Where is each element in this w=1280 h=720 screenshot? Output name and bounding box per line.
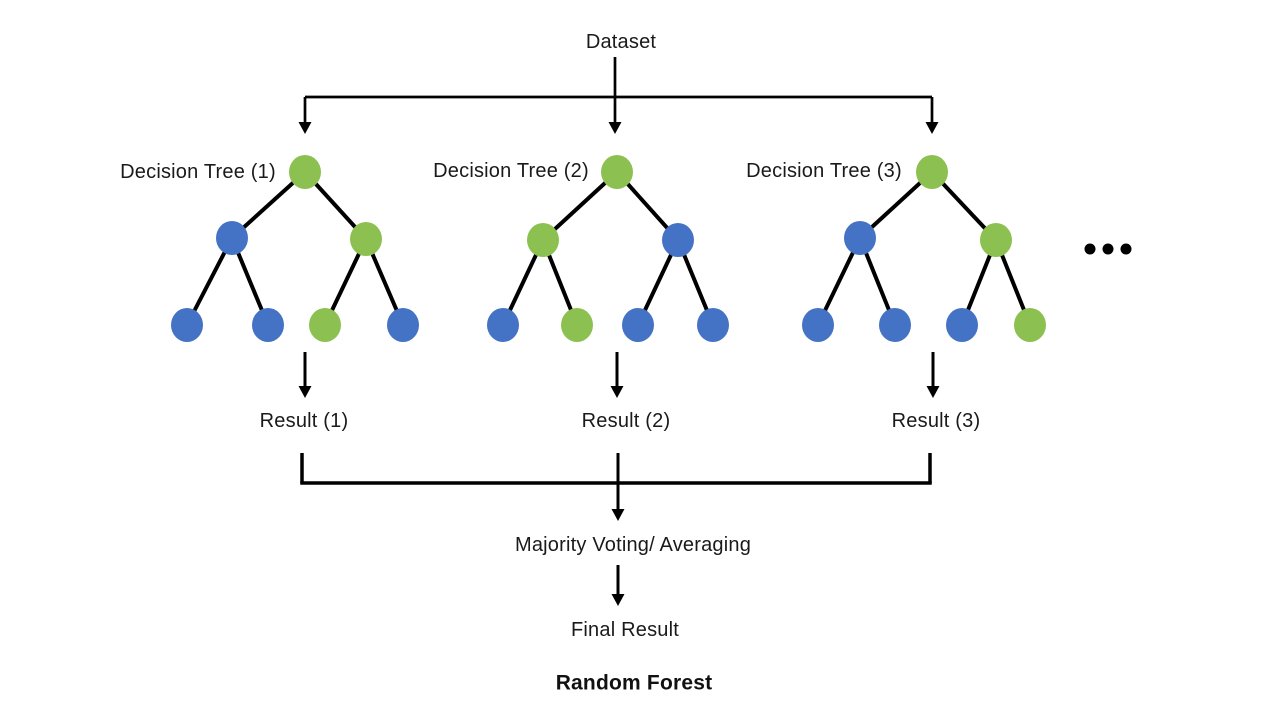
tree-3-node-4-blue	[879, 308, 911, 342]
tree-1-node-5-green	[309, 308, 341, 342]
merge-center-arrow-head-icon	[611, 509, 625, 521]
tree-2-node-1-green	[527, 223, 559, 257]
tree-3-result-arrow-head-icon	[926, 386, 940, 398]
tree-3-node-1-blue	[844, 221, 876, 255]
decision-tree-3-label: Decision Tree (3)	[746, 160, 902, 182]
tree-2-node-0-green	[601, 155, 633, 189]
tree-2-node-6-blue	[697, 308, 729, 342]
tree-1-result-arrow-head-icon	[298, 386, 312, 398]
result-3-label: Result (3)	[891, 410, 981, 432]
tree-2-edge	[541, 170, 619, 242]
tree-1-node-1-blue	[216, 221, 248, 255]
final-result-label: Final Result	[571, 619, 679, 641]
ellipsis-dot-1-icon	[1084, 243, 1096, 255]
tree-1-node-6-blue	[387, 308, 419, 342]
decision-tree-1-label: Decision Tree (1)	[120, 161, 276, 183]
diagram-title: Random Forest	[555, 671, 713, 695]
ellipsis-dot-3-icon	[1120, 243, 1132, 255]
decision-tree-2-label: Decision Tree (2)	[433, 160, 589, 182]
tree-3-node-5-blue	[946, 308, 978, 342]
tree-2-node-2-blue	[662, 223, 694, 257]
tree-2-node-4-green	[561, 308, 593, 342]
split-arrow-center-head-icon	[608, 122, 622, 134]
tree-2-node-5-blue	[622, 308, 654, 342]
tree-3-node-0-green	[916, 155, 948, 189]
result-2-label: Result (2)	[581, 410, 671, 432]
result-1-label: Result (1)	[259, 410, 349, 432]
ellipsis-dot-2-icon	[1102, 243, 1114, 255]
tree-2-result-arrow-head-icon	[610, 386, 624, 398]
tree-3-node-6-green	[1014, 308, 1046, 342]
tree-1-node-0-green	[289, 155, 321, 189]
split-arrow-right-head-icon	[925, 122, 939, 134]
tree-1-node-4-blue	[252, 308, 284, 342]
tree-3-node-2-green	[980, 223, 1012, 257]
tree-3-node-3-blue	[802, 308, 834, 342]
majority-voting-label: Majority Voting/ Averaging	[514, 534, 752, 556]
split-arrow-left-head-icon	[298, 122, 312, 134]
tree-1-node-3-blue	[171, 308, 203, 342]
tree-1-node-2-green	[350, 222, 382, 256]
final-result-arrow-head-icon	[611, 594, 625, 606]
tree-2-node-3-blue	[487, 308, 519, 342]
dataset-label: Dataset	[585, 31, 657, 53]
